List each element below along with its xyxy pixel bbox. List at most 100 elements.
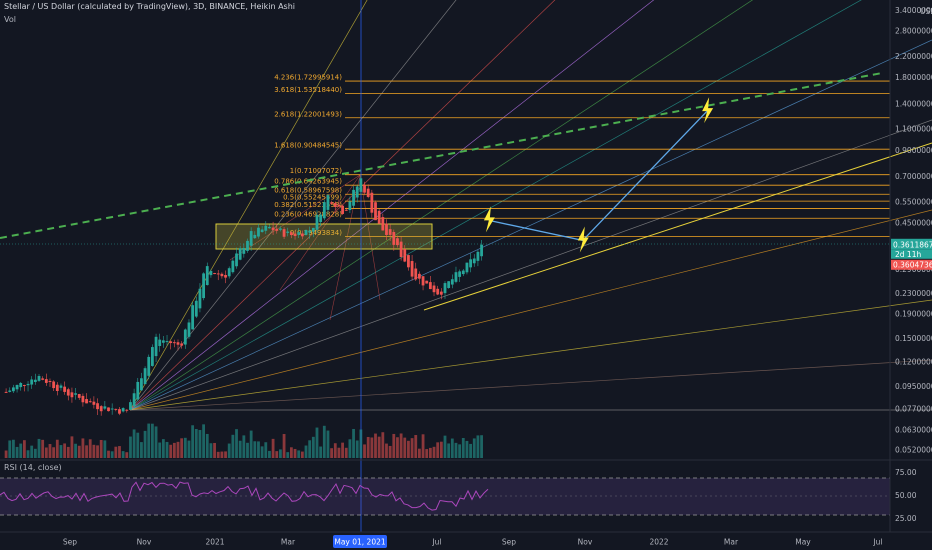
candle-body <box>480 244 483 257</box>
volume-bar <box>118 446 121 458</box>
symbol-title: Stellar / US Dollar (calculated by Tradi… <box>4 2 295 11</box>
volume-bar <box>377 436 381 458</box>
volume-bar <box>308 440 312 458</box>
candle-body <box>194 300 198 317</box>
time-axis[interactable]: Sep Nov 2021 Mar May 01, 2021 Jul Sep Nov 2022 Ma… <box>63 535 883 548</box>
volume-bar <box>154 426 158 458</box>
candle-body <box>381 217 385 231</box>
volume-bar <box>205 433 209 458</box>
green-dashed-trendline[interactable] <box>0 72 883 239</box>
volume-bar <box>253 441 257 458</box>
volume-bar <box>428 447 432 458</box>
candle-body <box>388 229 392 235</box>
volume-bar <box>15 446 19 458</box>
time-tick-label: May <box>795 538 811 547</box>
volume-bar <box>374 433 377 458</box>
volume-bar <box>465 440 469 458</box>
volume-bar <box>172 442 176 458</box>
lightning-bolt-icon <box>702 97 714 124</box>
candle-body <box>333 203 337 207</box>
volume-bar <box>66 446 70 458</box>
candle-body <box>235 253 238 267</box>
candle-body <box>461 270 465 275</box>
fib-fan-line <box>229 174 361 261</box>
candle-body <box>257 227 260 237</box>
candle-body <box>41 378 45 380</box>
price-tick-label: 1.10000000 <box>895 125 932 134</box>
candle-body <box>224 274 227 278</box>
price-tick-label: 0.07700000 <box>895 404 932 413</box>
price-tick-label: 0.19000000 <box>895 309 932 318</box>
volume-bar <box>461 437 465 458</box>
candle-body <box>231 260 235 273</box>
fib-level-label: 0.382(0.51523598) <box>274 201 342 209</box>
candle-body <box>180 343 184 346</box>
candle-body <box>428 282 432 290</box>
volume-bar <box>297 450 301 458</box>
rsi-tick-label: 50.00 <box>895 491 917 500</box>
candle-body <box>319 214 323 223</box>
volume-bar <box>355 440 359 458</box>
candle-body <box>432 285 436 293</box>
volume-bar <box>235 429 238 458</box>
candle-body <box>249 231 253 246</box>
volume-bar <box>439 441 443 458</box>
price-tick-label: 0.45000000 <box>895 219 932 228</box>
candle-body <box>110 408 114 410</box>
volume-bar <box>96 445 99 458</box>
candle-body <box>4 391 8 393</box>
candle-body <box>355 186 359 198</box>
volume-bar <box>410 438 414 458</box>
volume-bar <box>264 442 268 458</box>
candle-body <box>143 368 147 385</box>
volume-bar <box>341 442 344 458</box>
prev-price-label: 0.36047363 <box>893 260 932 269</box>
candle-body <box>443 283 447 294</box>
candle-body <box>172 342 176 344</box>
volume-bar <box>147 423 151 458</box>
candle-body <box>140 378 143 391</box>
candle-body <box>293 233 297 237</box>
price-tick-label: 0.55000000 <box>895 198 932 207</box>
candle-body <box>227 268 231 277</box>
candle-body <box>33 379 37 382</box>
candle-body <box>308 230 312 233</box>
time-tick-label: Sep <box>502 538 516 547</box>
volume-bar <box>242 435 246 458</box>
time-tick-label: Jul <box>872 538 882 547</box>
price-tick-label: 2.80000000 <box>895 26 932 35</box>
candle-body <box>92 401 96 405</box>
volume-bar <box>129 436 132 458</box>
volume-bar <box>450 438 454 458</box>
candle-body <box>439 291 443 295</box>
volume-bar <box>246 442 249 458</box>
candle-body <box>52 381 56 389</box>
lightning-bolt-icon <box>577 226 589 253</box>
candle-body <box>311 227 315 232</box>
candle-body <box>297 232 301 235</box>
candle-body <box>44 379 48 383</box>
price-tick-label: 0.12000000 <box>895 358 932 367</box>
volume-bar <box>169 444 173 458</box>
candle-body <box>447 281 451 288</box>
candle-body <box>37 376 41 381</box>
candle-body <box>344 209 348 211</box>
fib-fan-line <box>129 0 556 411</box>
price-tick-label: 0.15000000 <box>895 334 932 343</box>
fib-level-label: 0.618(0.58967598) <box>274 187 342 195</box>
volume-bar <box>425 449 429 458</box>
volume-bar <box>326 430 330 458</box>
time-tick-label: Nov <box>578 538 593 547</box>
volume-bar <box>59 445 63 458</box>
candle-body <box>246 240 249 251</box>
fib-levels: 4.236(1.72995914) 3.618(1.53518440) 2.618(… <box>274 74 890 237</box>
price-axis[interactable]: USD3.40000000 2.80000000 2.20000000 1.80000… <box>891 6 932 455</box>
volume-bar <box>44 447 48 458</box>
volume-bar <box>213 442 216 458</box>
candle-body <box>118 409 121 414</box>
candle-body <box>103 406 107 409</box>
candle-body <box>242 248 246 254</box>
support-trendline[interactable] <box>423 142 932 311</box>
